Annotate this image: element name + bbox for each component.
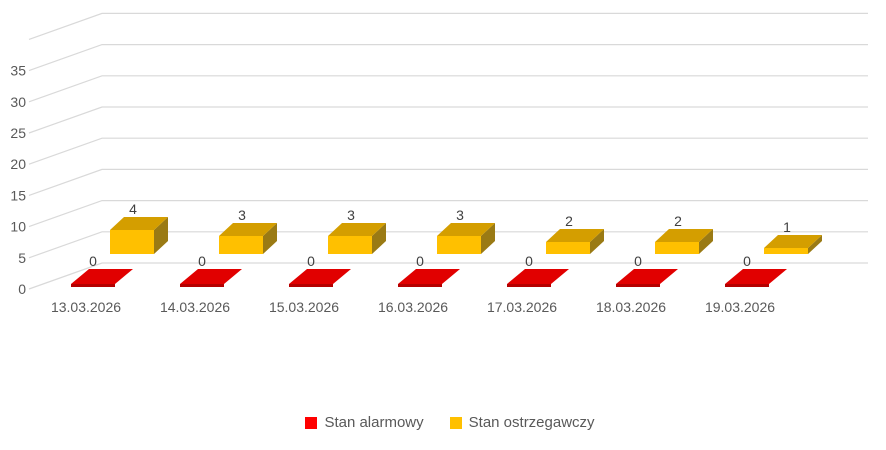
bar-side-face [154,217,168,254]
value-label: 0 [743,253,751,269]
legend-swatch-yellow [449,416,462,429]
bar-stan-alarmowy [71,269,133,284]
bar-top-face [110,217,168,230]
bar-front-edge [398,284,442,287]
gridline [28,43,868,72]
bar-stan-ostrzegawczy [655,242,699,254]
x-axis-label: 15.03.2026 [269,299,339,315]
gridline [28,200,868,228]
value-label: 0 [198,253,206,269]
y-axis-label: 20 [10,156,26,172]
gridline [28,137,868,165]
chart-legend: Stan alarmowy Stan ostrzegawczy [0,414,886,431]
bar-stan-ostrzegawczy [328,236,372,254]
bar-stan-ostrzegawczy [219,236,263,254]
bar-front-edge [71,284,115,287]
value-label: 2 [565,213,573,229]
y-axis: 0 5 10 15 20 25 30 35 [10,63,26,297]
bar-front-edge [725,284,769,287]
bar-stan-ostrzegawczy [437,236,481,254]
bar-top-face [219,223,277,236]
bar-stan-alarmowy [507,269,569,284]
value-label: 0 [634,253,642,269]
value-label: 0 [89,253,97,269]
bar-top-face [655,229,713,242]
legend-label-stan-ostrzegawczy: Stan ostrzegawczy [468,414,595,431]
bar-side-face [590,229,604,254]
x-axis-label: 19.03.2026 [705,299,775,315]
value-label: 0 [416,253,424,269]
bar-stan-alarmowy [289,269,351,284]
value-label: 2 [674,213,682,229]
y-axis-label: 5 [18,250,26,266]
gridline [28,106,868,134]
bar-top-face [546,229,604,242]
gridline [28,12,868,40]
x-axis-label: 13.03.2026 [51,299,121,315]
gridlines [28,12,868,290]
bar-front-edge [289,284,333,287]
series-stan-ostrzegawczy: 4 3 3 3 2 2 1 [110,201,822,254]
bar-side-face [372,223,386,254]
x-axis: 13.03.2026 14.03.2026 15.03.2026 16.03.2026… [51,299,775,315]
legend-item-stan-alarmowy: Stan alarmowy [305,414,424,431]
gridline [28,75,868,103]
gridline [28,231,868,259]
bar-side-face [263,223,277,254]
value-label: 0 [525,253,533,269]
value-label: 3 [238,207,246,223]
bar-stan-alarmowy [398,269,460,284]
value-label: 0 [307,253,315,269]
bar-top-face [437,223,495,236]
x-axis-label: 18.03.2026 [596,299,666,315]
value-label: 1 [783,219,791,235]
y-axis-label: 30 [10,94,26,110]
value-label: 3 [456,207,464,223]
bar-side-face [808,235,822,254]
legend-item-stan-ostrzegawczy: Stan ostrzegawczy [449,414,595,431]
bar-stan-ostrzegawczy [546,242,590,254]
bar-stan-ostrzegawczy [110,230,154,254]
bar-top-face [764,235,822,248]
value-label: 4 [129,201,137,217]
y-axis-label: 0 [18,281,26,297]
bar-stan-ostrzegawczy [764,248,808,254]
bar-stan-alarmowy [616,269,678,284]
y-axis-label: 15 [10,187,26,203]
bar-stan-alarmowy [725,269,787,284]
x-axis-label: 14.03.2026 [160,299,230,315]
y-axis-label: 35 [10,63,26,79]
gridline [28,262,868,290]
y-axis-label: 10 [10,219,26,235]
bar-stan-alarmowy [180,269,242,284]
bar-side-face [699,229,713,254]
bar-front-edge [616,284,660,287]
series-stan-alarmowy: 0 0 0 0 0 0 0 [71,253,787,287]
gridline [28,168,868,196]
value-label: 3 [347,207,355,223]
bar-front-edge [507,284,551,287]
x-axis-label: 17.03.2026 [487,299,557,315]
bar-top-face [328,223,386,236]
x-axis-label: 16.03.2026 [378,299,448,315]
bar-front-edge [180,284,224,287]
bar-side-face [481,223,495,254]
y-axis-label: 25 [10,125,26,141]
legend-swatch-red [305,416,318,429]
legend-label-stan-alarmowy: Stan alarmowy [324,414,424,431]
